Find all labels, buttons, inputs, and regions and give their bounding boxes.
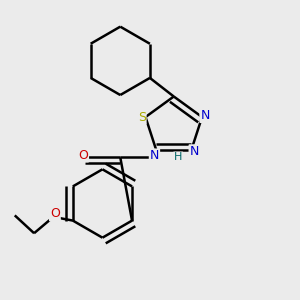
Text: N: N xyxy=(150,149,159,162)
Text: S: S xyxy=(138,110,146,124)
Text: H: H xyxy=(174,152,182,162)
Text: N: N xyxy=(190,145,199,158)
Text: O: O xyxy=(78,148,88,162)
Text: O: O xyxy=(50,207,60,220)
Text: N: N xyxy=(200,109,210,122)
